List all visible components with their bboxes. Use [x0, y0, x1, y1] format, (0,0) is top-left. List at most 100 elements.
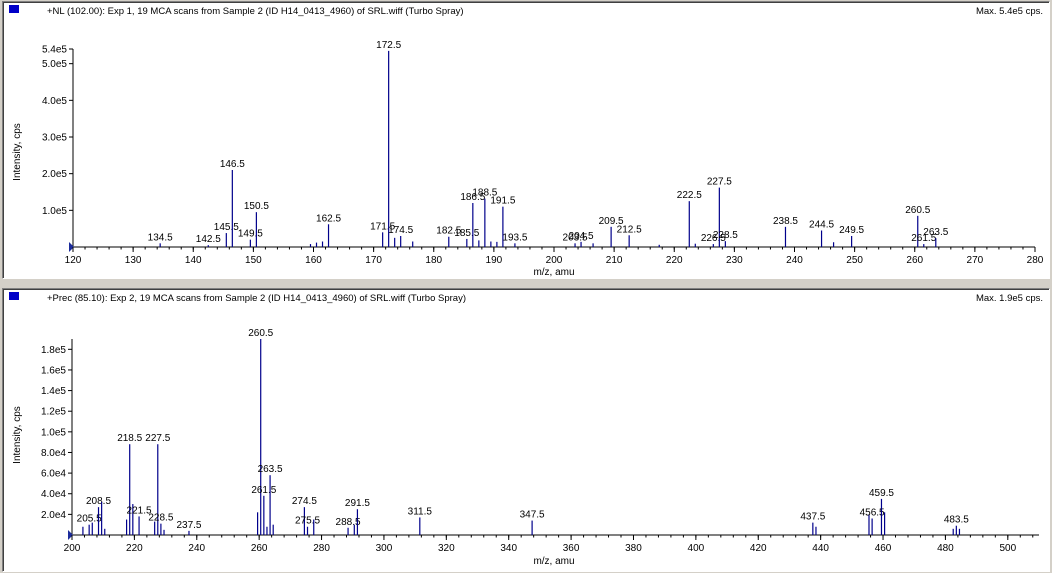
x-tick-label: 240 — [786, 255, 803, 266]
y-tick-label: 1.0e5 — [41, 427, 66, 438]
x-tick-label: 220 — [126, 543, 143, 554]
peak-label: 291.5 — [345, 498, 370, 509]
peak-label: 275.5 — [295, 516, 320, 527]
x-tick-label: 140 — [185, 255, 202, 266]
x-tick-label: 440 — [812, 543, 829, 554]
plot-area[interactable]: 200 220 240 260 280 300 320 340 360 380 400 420 440 4… — [41, 328, 1039, 554]
x-tick-label: 130 — [125, 255, 142, 266]
pane-title: +Prec (85.10): Exp 2, 19 MCA scans from … — [47, 293, 466, 304]
y-tick-label: 4.0e5 — [42, 96, 67, 107]
peak-label: 347.5 — [520, 510, 545, 521]
spectrum-pane-prec: +Prec (85.10): Exp 2, 19 MCA scans from … — [2, 288, 1050, 572]
y-axis-title: Intensity, cps — [12, 123, 23, 181]
x-tick-label: 210 — [606, 255, 623, 266]
y-tick-label: 1.4e5 — [41, 386, 66, 397]
peak-label: 261.5 — [911, 233, 936, 244]
peak-label: 188.5 — [472, 188, 497, 199]
x-tick-label: 170 — [365, 255, 382, 266]
origin-marker-icon — [69, 242, 74, 252]
peak-label: 260.5 — [248, 328, 273, 339]
x-tick-label: 240 — [188, 543, 205, 554]
plot-area[interactable]: 120 130 140 150 160 170 180 190 200 210 220 230 240 2… — [42, 40, 1044, 266]
x-tick-label: 150 — [245, 255, 262, 266]
peak-label: 150.5 — [244, 201, 269, 212]
peak-label: 274.5 — [292, 496, 317, 507]
x-tick-label: 260 — [906, 255, 923, 266]
x-tick-label: 200 — [64, 543, 81, 554]
peak-label: 172.5 — [376, 40, 401, 51]
peak-label: 244.5 — [809, 220, 834, 231]
pane-max-intensity: Max. 5.4e5 cps. — [976, 6, 1043, 17]
peak-label: 226.5 — [701, 233, 726, 244]
peak-label: 174.5 — [388, 225, 413, 236]
x-tick-label: 230 — [726, 255, 743, 266]
peak-label: 263.5 — [258, 464, 283, 475]
y-tick-label: 6.0e4 — [41, 469, 66, 480]
y-tick-label: 1.0e5 — [42, 206, 67, 217]
x-tick-label: 360 — [563, 543, 580, 554]
x-tick-label: 420 — [750, 543, 767, 554]
peak-label: 185.5 — [454, 228, 479, 239]
x-tick-label: 280 — [1027, 255, 1044, 266]
peak-label: 437.5 — [800, 512, 825, 523]
peak-label: 311.5 — [408, 506, 433, 517]
y-tick-label: 2.0e5 — [42, 169, 67, 180]
peak-label: 182.5 — [436, 226, 461, 237]
peak-label: 263.5 — [923, 227, 948, 238]
x-tick-label: 460 — [875, 543, 892, 554]
y-tick-label: 1.8e5 — [41, 345, 66, 356]
x-tick-label: 250 — [846, 255, 863, 266]
peak-label: 249.5 — [839, 225, 864, 236]
x-tick-label: 500 — [999, 543, 1016, 554]
pane-title: +NL (102.00): Exp 1, 19 MCA scans from S… — [47, 6, 464, 17]
y-tick-label: 1.6e5 — [41, 365, 66, 376]
x-tick-label: 320 — [438, 543, 455, 554]
peak-label: 261.5 — [251, 485, 276, 496]
origin-marker-icon — [68, 530, 73, 540]
peak-label: 260.5 — [905, 205, 930, 216]
nl-spectrum-chart: +NL (102.00): Exp 1, 19 MCA scans from S… — [9, 5, 1044, 278]
x-tick-label: 300 — [376, 543, 393, 554]
x-tick-label: 160 — [305, 255, 322, 266]
peak-label: 288.5 — [336, 517, 361, 528]
pane-marker-icon[interactable] — [9, 292, 19, 300]
pane-marker-icon[interactable] — [9, 5, 19, 13]
peak-label: 221.5 — [127, 505, 152, 516]
y-tick-label: 3.0e5 — [42, 133, 67, 144]
y-tick-label: 4.0e4 — [41, 489, 66, 500]
x-tick-label: 270 — [967, 255, 984, 266]
x-tick-label: 400 — [688, 543, 705, 554]
peak-label: 227.5 — [707, 177, 732, 188]
prec-spectrum-chart: +Prec (85.10): Exp 2, 19 MCA scans from … — [9, 292, 1043, 567]
y-tick-label: 2.0e4 — [41, 510, 66, 521]
x-tick-label: 200 — [546, 255, 563, 266]
peak-label: 208.5 — [86, 496, 111, 507]
x-tick-label: 260 — [251, 543, 268, 554]
peak-label: 237.5 — [176, 520, 201, 531]
y-tick-label: 8.0e4 — [41, 448, 66, 459]
peak-label: 212.5 — [617, 224, 642, 235]
peak-label: 171.5 — [370, 221, 395, 232]
peak-label: 456.5 — [860, 507, 885, 518]
x-tick-label: 180 — [425, 255, 442, 266]
peak-label: 142.5 — [196, 234, 221, 245]
peak-label: 191.5 — [490, 196, 515, 207]
x-tick-label: 280 — [313, 543, 330, 554]
x-tick-label: 190 — [486, 255, 503, 266]
x-tick-label: 340 — [500, 543, 517, 554]
peak-label: 186.5 — [460, 192, 485, 203]
x-tick-label: 480 — [937, 543, 954, 554]
peak-label: 483.5 — [944, 515, 969, 526]
peak-label: 222.5 — [677, 190, 702, 201]
peak-label: 209.5 — [599, 216, 624, 227]
y-tick-label: 5.4e5 — [42, 45, 67, 56]
x-axis-title: m/z, amu — [533, 556, 574, 567]
peak-label: 459.5 — [869, 488, 894, 499]
peak-label: 193.5 — [502, 232, 527, 243]
peak-label: 149.5 — [238, 229, 263, 240]
y-tick-label: 1.2e5 — [41, 407, 66, 418]
x-tick-label: 220 — [666, 255, 683, 266]
peak-label: 238.5 — [773, 216, 798, 227]
x-tick-label: 380 — [625, 543, 642, 554]
peak-label: 203.5 — [563, 232, 588, 243]
